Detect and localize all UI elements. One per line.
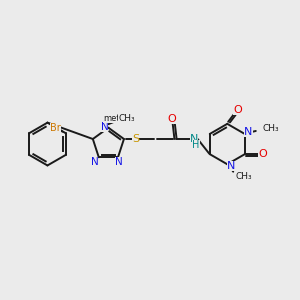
Text: S: S (132, 134, 140, 144)
Text: CH₃: CH₃ (118, 114, 135, 123)
Text: CH₃: CH₃ (235, 172, 252, 181)
Text: Br: Br (50, 123, 61, 133)
Text: H: H (193, 140, 200, 150)
Text: N: N (91, 157, 98, 167)
Text: N: N (190, 134, 198, 144)
Text: O: O (167, 114, 176, 124)
Text: O: O (258, 149, 267, 159)
Text: N: N (227, 161, 235, 171)
Text: N: N (101, 122, 108, 131)
Text: CH₃: CH₃ (262, 124, 279, 134)
Text: methyl: methyl (103, 114, 133, 123)
Text: N: N (244, 128, 253, 137)
Text: O: O (233, 105, 242, 115)
Text: N: N (115, 157, 123, 167)
